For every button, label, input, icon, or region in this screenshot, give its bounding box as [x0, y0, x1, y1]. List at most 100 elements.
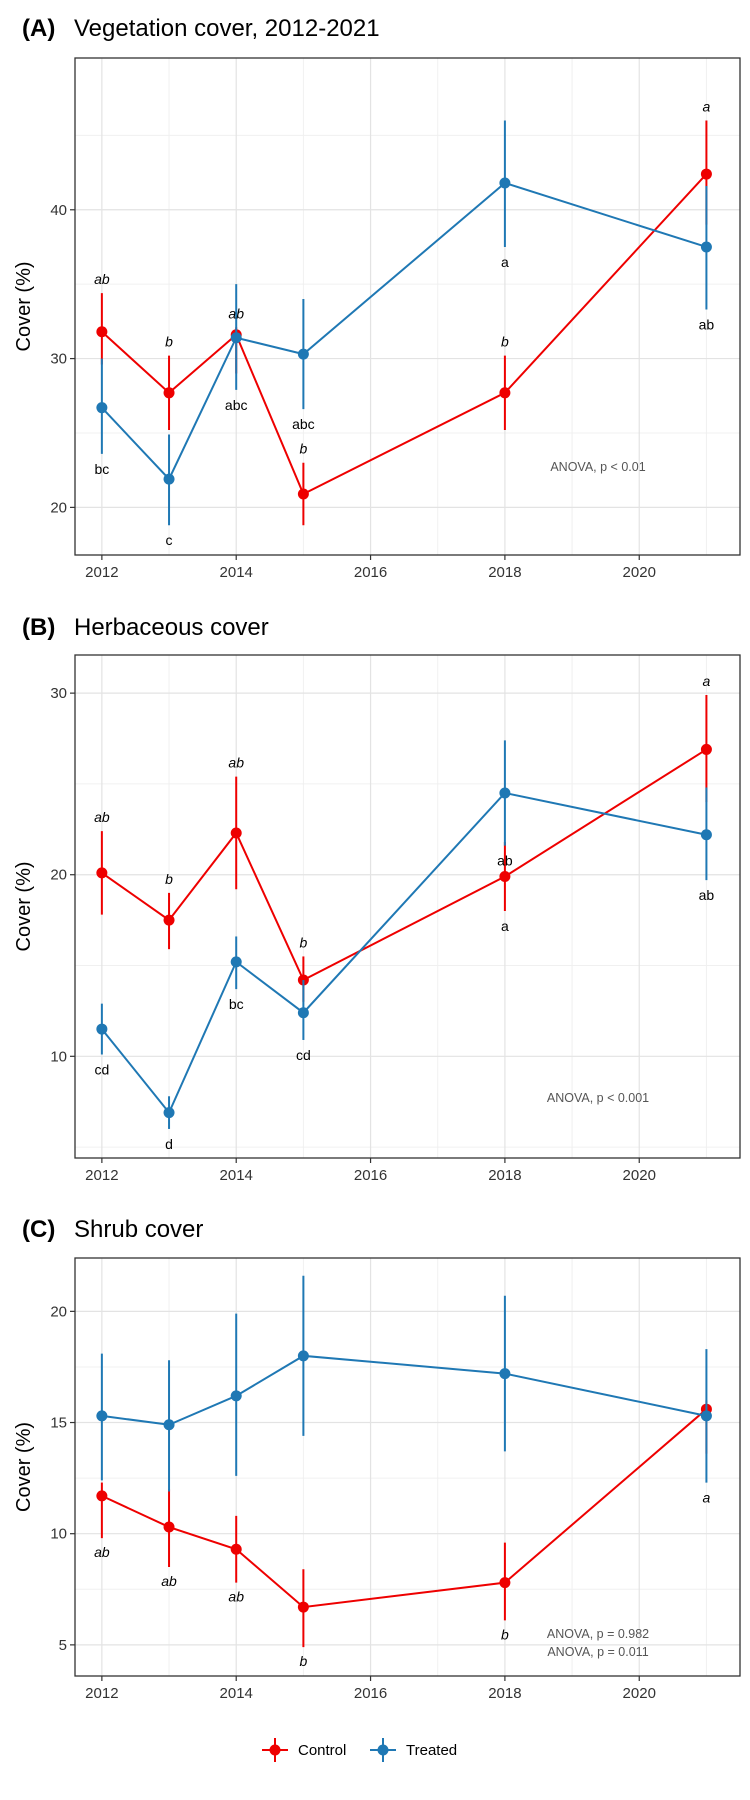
y-tick-label: 20 — [50, 1303, 67, 1320]
data-point — [163, 387, 175, 399]
legend-label: Control — [298, 1742, 346, 1759]
significance-letter: cd — [296, 1047, 311, 1063]
significance-letter: b — [165, 871, 173, 887]
significance-letter: ab — [228, 305, 244, 321]
y-tick-label: 10 — [50, 1526, 67, 1543]
significance-letter: ab — [94, 809, 110, 825]
plot-border — [74, 1257, 741, 1677]
data-point — [499, 387, 511, 399]
significance-letter: abc — [225, 397, 248, 413]
significance-letter: c — [166, 532, 173, 548]
legend-marker — [377, 1744, 389, 1756]
significance-letter: a — [703, 673, 711, 689]
significance-letter: b — [299, 1653, 307, 1669]
data-point — [700, 241, 712, 253]
significance-letter: b — [165, 334, 173, 350]
significance-letter: ab — [161, 1573, 177, 1589]
y-tick-label: 10 — [50, 1048, 67, 1065]
data-point — [499, 1577, 511, 1589]
data-point — [163, 914, 175, 926]
series-line — [101, 748, 707, 982]
y-axis-label: Cover (%) — [13, 1422, 35, 1512]
data-point — [499, 787, 511, 799]
panel-3: (C) Shrub cover 2012 2014 2016 2018 2020 5 10 15 2… — [13, 1216, 741, 1702]
series-line — [101, 1408, 708, 1609]
y-tick-label: 20 — [50, 867, 67, 884]
y-tick-label: 40 — [50, 202, 67, 219]
data-point — [297, 348, 309, 360]
data-point — [297, 1350, 309, 1362]
data-point — [230, 1390, 242, 1402]
legend-item-treated: Treated — [370, 1738, 457, 1762]
panel-tag: (B) — [22, 614, 55, 641]
x-tick-label: 2016 — [354, 1167, 387, 1184]
x-tick-label: 2020 — [623, 1685, 656, 1702]
significance-letter: ab — [94, 271, 110, 287]
y-tick-label: 30 — [50, 685, 67, 702]
data-point — [230, 956, 242, 968]
data-point — [163, 1521, 175, 1533]
significance-letter: abc — [292, 416, 315, 432]
legend-marker — [269, 1744, 281, 1756]
significance-letter: ab — [699, 887, 715, 903]
plot-border — [74, 654, 741, 1159]
data-point — [297, 1601, 309, 1613]
x-tick-label: 2018 — [488, 1685, 521, 1702]
significance-letter: b — [299, 441, 307, 457]
anova-annotation: ANOVA, p = 0.011 — [547, 1645, 648, 1659]
series-treated — [96, 1275, 712, 1492]
series-treated — [96, 120, 712, 526]
plot-border — [74, 57, 741, 556]
panel-2: (B) Herbaceous cover 2012 2014 2016 2018 2020 1… — [13, 614, 741, 1184]
anova-annotation: ANOVA, p < 0.01 — [550, 460, 645, 474]
data-point — [163, 473, 175, 485]
x-tick-label: 2020 — [623, 564, 656, 581]
y-axis-label: Cover (%) — [13, 861, 35, 951]
significance-letter: b — [501, 334, 509, 350]
data-point — [297, 1007, 309, 1019]
x-tick-label: 2016 — [354, 1685, 387, 1702]
anova-annotation: ANOVA, p = 0.982 — [547, 1627, 649, 1641]
significance-letter: a — [703, 98, 711, 114]
anova-annotation: ANOVA, p < 0.001 — [547, 1091, 649, 1105]
y-axis-label: Cover (%) — [13, 261, 35, 351]
x-tick-label: 2012 — [85, 1685, 118, 1702]
series-control — [96, 120, 712, 526]
data-point — [96, 402, 108, 414]
x-tick-label: 2016 — [354, 564, 387, 581]
significance-letter: cd — [94, 1061, 109, 1077]
significance-letter: ab — [228, 755, 244, 771]
data-point — [297, 488, 309, 500]
x-tick-label: 2014 — [220, 564, 253, 581]
significance-letter: ab — [699, 316, 715, 332]
panel-title: Vegetation cover, 2012-2021 — [74, 15, 380, 42]
legend-label: Treated — [406, 1742, 457, 1759]
x-tick-label: 2018 — [488, 1167, 521, 1184]
y-tick-label: 15 — [50, 1415, 67, 1432]
data-point — [499, 177, 511, 189]
significance-letter: bc — [94, 461, 109, 477]
panel-title: Shrub cover — [74, 1216, 203, 1243]
significance-letter: b — [299, 934, 307, 950]
significance-letter: ab — [94, 1544, 110, 1560]
data-point — [230, 1543, 242, 1555]
legend: Control Treated — [262, 1738, 457, 1762]
significance-letter: b — [501, 1626, 509, 1642]
data-point — [96, 1490, 108, 1502]
data-point — [230, 827, 242, 839]
y-tick-label: 5 — [59, 1637, 67, 1654]
y-tick-label: 20 — [50, 499, 67, 516]
data-point — [96, 1023, 108, 1035]
panel-tag: (A) — [22, 15, 55, 42]
series-treated — [96, 740, 712, 1129]
data-point — [700, 168, 712, 180]
significance-letter: ab — [497, 853, 513, 869]
panel-title: Herbaceous cover — [74, 614, 269, 641]
significance-letter: bc — [229, 996, 244, 1012]
x-tick-label: 2012 — [85, 564, 118, 581]
x-tick-label: 2018 — [488, 564, 521, 581]
significance-letter: d — [165, 1136, 173, 1152]
data-point — [700, 1410, 712, 1422]
significance-letter: ab — [228, 1589, 244, 1605]
